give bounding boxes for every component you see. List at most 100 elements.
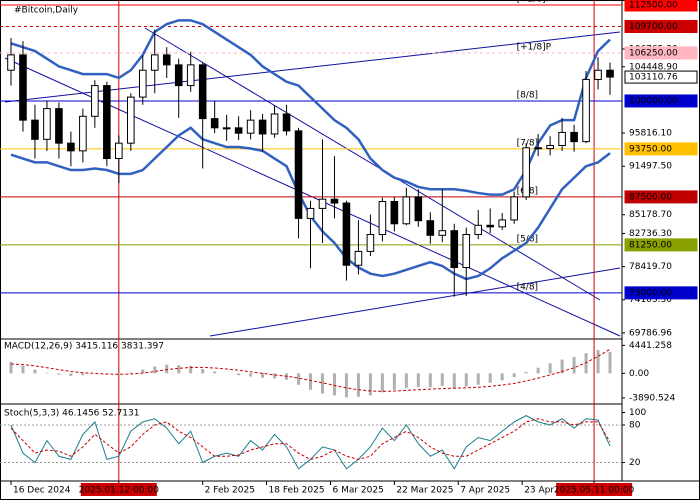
y-tick-label: 78419.70 bbox=[629, 262, 672, 272]
macd-bar bbox=[189, 365, 193, 374]
x-tick-label: 7 Apr 2025 bbox=[460, 486, 510, 496]
macd-bar bbox=[356, 373, 360, 397]
candle-body bbox=[103, 85, 111, 160]
x-tick-highlight bbox=[556, 483, 633, 496]
macd-bar bbox=[332, 373, 336, 396]
channel-line bbox=[144, 27, 601, 301]
y-tick-label: 95816.10 bbox=[629, 129, 672, 139]
macd-label: MACD(12,26,9) 3415.116 3831.397 bbox=[4, 342, 164, 352]
price-tag bbox=[624, 70, 698, 84]
macd-bar bbox=[536, 367, 540, 374]
candle-body bbox=[426, 220, 435, 236]
macd-bar bbox=[392, 373, 396, 390]
y-tick-label: 104448.90 bbox=[629, 62, 678, 72]
macd-bar bbox=[464, 373, 468, 387]
y-tick-label: 85178.70 bbox=[629, 210, 672, 220]
macd-bar bbox=[440, 373, 444, 386]
macd-bar bbox=[57, 373, 61, 375]
macd-bar bbox=[428, 373, 432, 388]
level-name: [+1/8]P bbox=[517, 42, 552, 52]
y-tick-label: 4441.258 bbox=[629, 341, 672, 351]
macd-bar bbox=[117, 373, 121, 376]
y-tick-label: 91497.50 bbox=[629, 162, 672, 172]
macd-bar bbox=[572, 357, 576, 374]
macd-bar bbox=[21, 365, 25, 374]
price-tag bbox=[624, 238, 698, 252]
price-tag-label: 106250.00 bbox=[629, 48, 678, 58]
price-tag-label: 112500.00 bbox=[629, 0, 678, 10]
price-tag bbox=[624, 19, 698, 33]
candle-body bbox=[318, 198, 327, 209]
candle-body bbox=[546, 144, 554, 150]
candle-body bbox=[366, 234, 375, 252]
candle-body bbox=[450, 230, 459, 269]
macd-bar bbox=[81, 373, 85, 376]
candle-body bbox=[378, 201, 387, 236]
y-tick-label: 20 bbox=[629, 458, 641, 468]
candle-body bbox=[402, 196, 411, 225]
candle-body bbox=[258, 119, 267, 135]
candle-body bbox=[234, 127, 243, 134]
macd-bar bbox=[476, 373, 480, 385]
macd-bar bbox=[177, 365, 181, 374]
candle-body bbox=[558, 131, 566, 146]
candle-body bbox=[282, 113, 291, 132]
macd-bar bbox=[273, 373, 277, 379]
y-tick-label: 80 bbox=[629, 421, 641, 431]
x-tick-label: 22 Mar 2025 bbox=[396, 486, 453, 496]
macd-bar bbox=[9, 362, 13, 374]
candle-body bbox=[570, 131, 578, 143]
price-tag-label: 75000.00 bbox=[629, 288, 672, 298]
macd-signal bbox=[10, 348, 611, 392]
macd-bar bbox=[141, 369, 145, 374]
candle-body bbox=[7, 54, 15, 71]
candle-body bbox=[222, 127, 231, 130]
macd-bar bbox=[320, 373, 324, 394]
y-tick-label: 69786.96 bbox=[629, 328, 672, 338]
macd-bar bbox=[368, 373, 372, 396]
price-tag-label: 93750.00 bbox=[629, 144, 672, 154]
y-tick-label: 0.00 bbox=[629, 369, 649, 379]
candle-body bbox=[522, 147, 530, 198]
macd-bar bbox=[45, 372, 49, 374]
candle-body bbox=[354, 250, 363, 266]
x-tick-label: 2025.01.12 00:00 bbox=[79, 486, 160, 496]
candle-body bbox=[498, 219, 506, 228]
x-tick-highlight bbox=[80, 483, 157, 496]
price-tag bbox=[624, 142, 698, 156]
candle-body bbox=[43, 108, 51, 140]
macd-bar bbox=[69, 373, 73, 376]
level-name: [4/8] bbox=[517, 282, 539, 292]
macd-bar bbox=[584, 353, 588, 374]
x-tick-label: 23 Apr bbox=[524, 486, 554, 496]
candle-body bbox=[474, 224, 483, 236]
macd-bar bbox=[344, 373, 348, 398]
candle-body bbox=[390, 201, 399, 225]
price-tag-label: 100000.00 bbox=[629, 96, 678, 106]
price-tag bbox=[624, 46, 698, 60]
candle-body bbox=[186, 64, 195, 87]
stoch-signal bbox=[10, 418, 611, 460]
macd-bar bbox=[201, 368, 205, 374]
x-tick-label: 2 Feb 2025 bbox=[205, 486, 255, 496]
candle-body bbox=[534, 147, 542, 150]
candle-body bbox=[462, 234, 471, 269]
macd-bar bbox=[237, 373, 241, 376]
candle-body bbox=[127, 96, 135, 144]
y-tick-label: 100 bbox=[629, 408, 646, 418]
macd-bar bbox=[596, 350, 600, 374]
candle-body bbox=[91, 85, 99, 117]
y-tick-label: -3890.524 bbox=[629, 393, 675, 403]
price-tag bbox=[624, 0, 698, 12]
candle-body bbox=[67, 142, 75, 152]
x-tick-label: 16 Dec 2024 bbox=[13, 486, 71, 496]
macd-bar bbox=[416, 373, 420, 388]
y-tick-label: 74103.30 bbox=[629, 295, 672, 305]
macd-bar bbox=[548, 363, 552, 374]
candle-body bbox=[210, 118, 219, 129]
candle-body bbox=[438, 230, 447, 236]
price-tag bbox=[624, 286, 698, 300]
candle-body bbox=[414, 196, 423, 222]
macd-bar bbox=[452, 373, 456, 388]
